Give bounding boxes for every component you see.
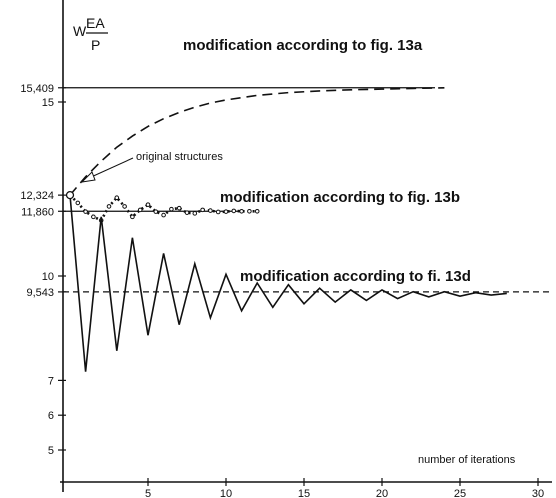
series-dotted-point [122,204,127,209]
axes [60,0,552,492]
annotation-original-structures: original structures [136,151,223,163]
y-label-prefix: W [73,23,87,39]
annotation-13b: modification according to fig. 13b [220,189,460,206]
series-dotted-point [176,205,182,211]
x-axis-label: number of iterations [418,454,516,466]
y-tick-label: 9,543 [26,287,54,299]
x-tick-label: 10 [220,488,232,498]
y-tick-label: 6 [48,410,54,422]
series-dotted-point [161,212,166,218]
x-tick-label: 30 [532,488,544,498]
y-label-denominator: P [91,37,100,53]
y-tick-label: 5 [48,445,54,457]
x-tick-label: 20 [376,488,388,498]
original-structures-pointer [80,157,134,183]
series-dotted-point [130,214,135,220]
series-dotted-point [192,211,198,216]
series-dotted-point [106,204,112,209]
original-structure-marker [65,190,75,200]
series-dotted-point [254,208,260,214]
series-dotted-point [208,208,213,213]
series-dotted-point [114,195,120,200]
series-dotted-point [184,210,190,215]
y-tick-label: 15 [42,97,54,109]
series-dotted-point [75,200,81,206]
series-dashed-line [69,87,445,196]
x-tick-label: 5 [145,488,151,498]
x-tick-label: 15 [298,488,310,498]
series-dotted-point [83,209,88,214]
series-dotted-point [145,202,151,207]
y-label-numerator: EA [86,15,105,31]
series-dotted-point [231,208,237,214]
ticks-layer: 15,409 15 12,324 11,860 10 9,543 7 6 5 5 10 15 20 25 3… [20,83,544,498]
series-dotted-point [91,214,96,220]
annotation-13d: modification according to fi. 13d [240,268,471,285]
y-tick-label: 7 [48,375,54,387]
series-dotted-point [239,208,244,214]
y-axis-label: W EA P [73,15,108,53]
series-dotted-point [215,209,221,215]
series-dotted-point [137,207,143,213]
y-tick-label: 11,860 [21,206,54,218]
series-layer [67,87,507,372]
y-tick-label: 12,324 [20,190,54,202]
annotation-13a: modification according to fig. 13a [183,37,423,54]
series-dotted-point [153,209,159,214]
y-tick-label: 10 [42,271,54,283]
x-tick-label: 25 [454,488,466,498]
series-dotted-point [169,206,174,212]
series-solid-line [69,195,507,372]
series-dotted-point [200,207,205,213]
y-tick-label: 15,409 [20,83,54,95]
series-dotted-point [223,209,229,214]
series-dotted-point [247,208,252,214]
